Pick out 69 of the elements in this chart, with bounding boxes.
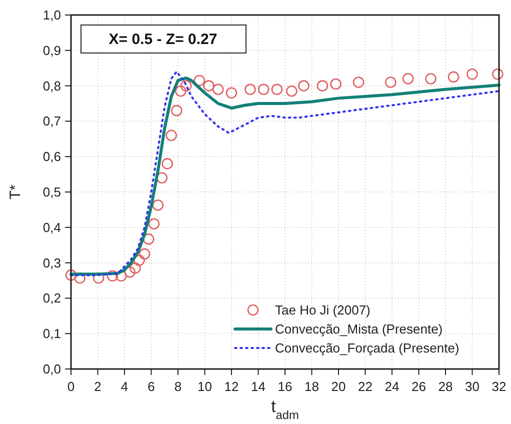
annotation: X= 0.5 - Z= 0.27 (108, 31, 218, 48)
point (134, 254, 145, 266)
y-tick-label: 0,5 (42, 184, 61, 200)
point (402, 73, 414, 84)
x-tick-label: 18 (304, 379, 319, 394)
x-tick-label: 30 (465, 379, 480, 394)
point (492, 68, 504, 80)
y-tick-label: 0,6 (42, 149, 61, 164)
point (124, 266, 136, 278)
point (212, 84, 224, 95)
x-axis-title: t$_{adm}$ (271, 397, 300, 422)
x-tick-label: 0 (67, 379, 75, 394)
x-tick-label: 26 (412, 379, 426, 394)
x-tick-label: 32 (492, 379, 506, 394)
x-tick-label: 14 (251, 379, 266, 394)
x-tick-label: 8 (174, 379, 182, 394)
point (130, 262, 141, 274)
point (156, 172, 168, 184)
point (258, 84, 270, 95)
point (138, 248, 150, 260)
x-tick-label: 6 (148, 379, 155, 394)
point (466, 68, 478, 80)
point (106, 270, 118, 282)
point (244, 84, 256, 95)
point (171, 104, 182, 116)
point (166, 130, 177, 142)
y-tick-label: 1,0 (42, 8, 61, 22)
point (226, 87, 238, 99)
x-tick-label: 10 (198, 379, 212, 394)
y-tick-label: 0,3 (42, 255, 61, 270)
y-tick-label: 0,1 (42, 326, 61, 342)
y-tick-label: 0,9 (42, 42, 61, 58)
point (316, 80, 328, 92)
y-tick-label: 0,0 (42, 362, 61, 376)
point (385, 76, 396, 88)
point (203, 80, 214, 92)
point (142, 233, 154, 245)
x-tick-label: 12 (224, 379, 239, 394)
y-tick-label: 0,4 (42, 220, 61, 235)
point (116, 270, 127, 282)
point (162, 158, 173, 170)
point (194, 74, 206, 86)
point (286, 85, 298, 97)
legend-label: Convecção_Mista (Presente) (275, 322, 443, 336)
point (330, 78, 342, 90)
point (152, 199, 164, 211)
y-tick-label: 0,7 (42, 114, 61, 129)
point (175, 85, 186, 97)
point (65, 270, 77, 281)
point (180, 80, 192, 92)
y-tick-label: 0,8 (42, 78, 61, 94)
x-tick-label: 16 (278, 379, 292, 394)
x-tick-label: 2 (94, 379, 102, 394)
point (352, 76, 364, 88)
point (271, 84, 283, 95)
point (148, 218, 160, 230)
legend-label: Convecção_Forçada (Presente) (275, 340, 460, 356)
y-tick-label: 0,2 (42, 290, 61, 306)
legend-label: Tae Ho Ji (2007) (275, 302, 370, 318)
x-tick-label: 20 (331, 379, 346, 394)
label-box: X= 0.5 - Z= 0.27 (80, 24, 247, 54)
x-tick-label: 22 (358, 379, 372, 394)
y-axis-title: T* (7, 184, 24, 200)
x-tick-label: 24 (384, 379, 400, 394)
x-tick-label: 28 (438, 379, 453, 394)
point (448, 71, 460, 83)
point (425, 73, 436, 84)
point (298, 80, 310, 92)
x-tick-label: 4 (120, 379, 128, 394)
